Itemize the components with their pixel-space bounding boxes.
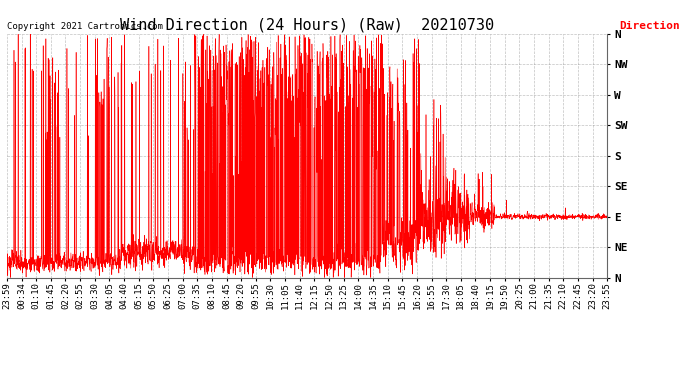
- Text: Direction: Direction: [619, 21, 680, 32]
- Title: Wind Direction (24 Hours) (Raw)  20210730: Wind Direction (24 Hours) (Raw) 20210730: [120, 18, 494, 33]
- Text: Copyright 2021 Cartronics.com: Copyright 2021 Cartronics.com: [7, 22, 163, 32]
